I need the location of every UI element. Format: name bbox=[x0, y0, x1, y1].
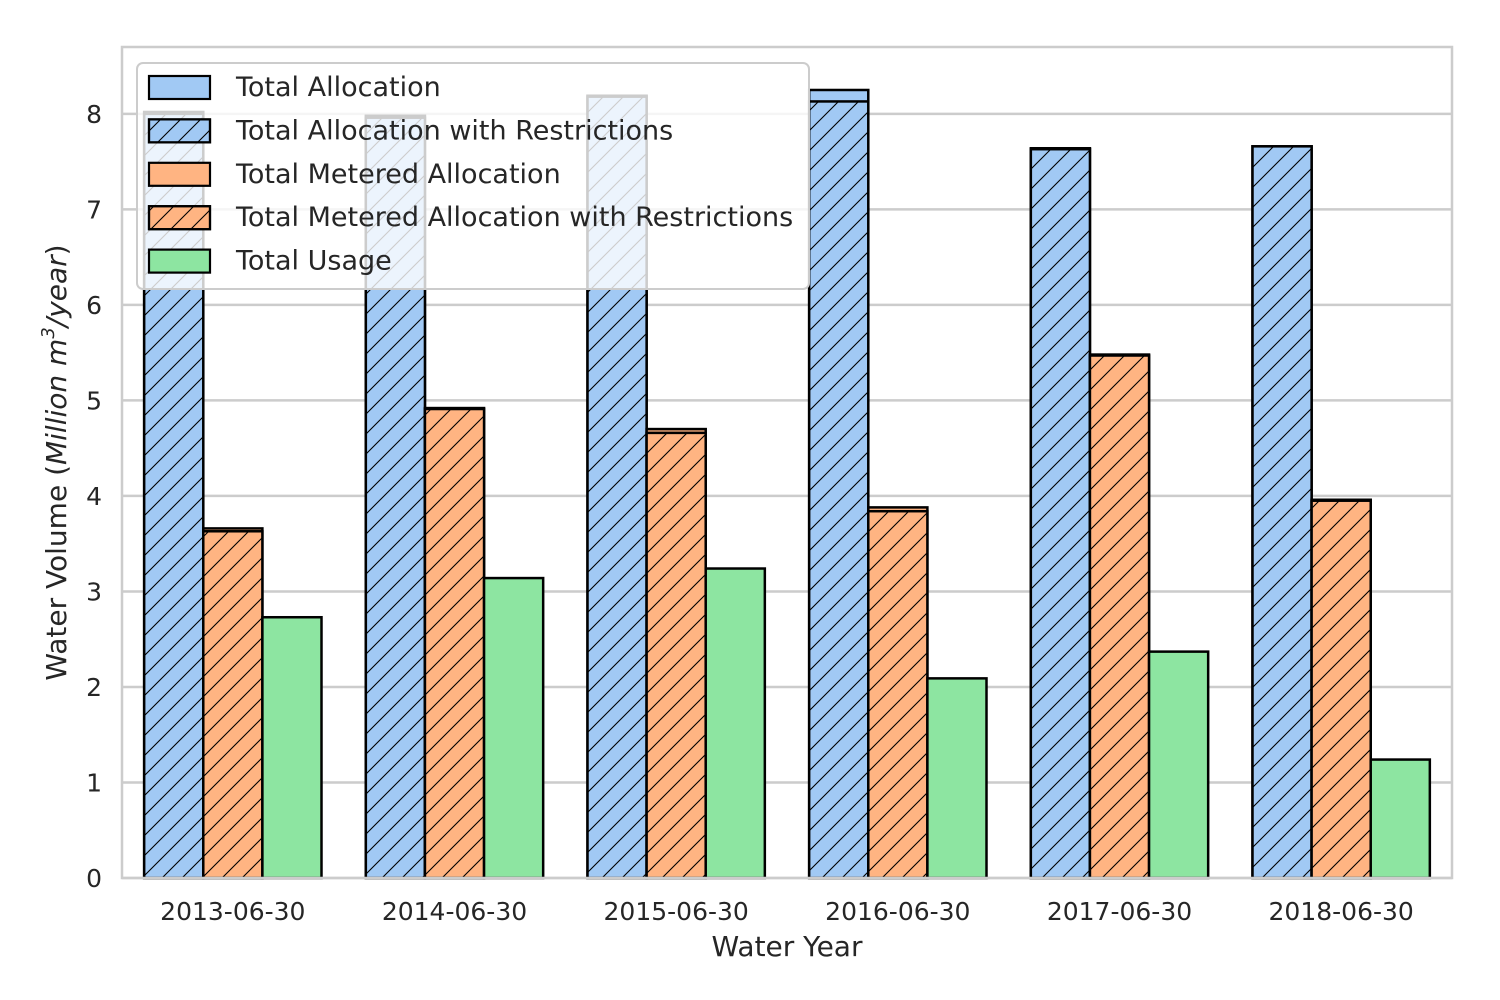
y-tick-label: 4 bbox=[86, 482, 102, 511]
x-tick-label: 2013-06-30 bbox=[160, 897, 305, 926]
legend-label: Total Allocation with Restrictions bbox=[235, 115, 673, 146]
y-tick-label: 0 bbox=[86, 864, 102, 893]
legend-swatch-hatch bbox=[147, 118, 212, 144]
y-tick-label: 7 bbox=[86, 195, 102, 224]
legend-frame bbox=[136, 62, 810, 290]
x-tick-label: 2018-06-30 bbox=[1269, 897, 1414, 926]
y-tick-label: 8 bbox=[86, 100, 102, 129]
x-tick-label: 2016-06-30 bbox=[825, 897, 970, 926]
bar-total-usage bbox=[926, 677, 988, 880]
y-tick-label: 6 bbox=[86, 291, 102, 320]
bar-total-usage bbox=[261, 615, 323, 880]
x-tick-label: 2014-06-30 bbox=[382, 897, 527, 926]
bar-hatch-overlay bbox=[867, 509, 929, 880]
y-tick-label: 3 bbox=[86, 577, 102, 606]
y-axis-title: Water Volume (Million m3/year) bbox=[38, 244, 73, 680]
y-tick-labels: 0 1 2 3 4 5 6 7 8 bbox=[86, 100, 102, 893]
x-tick-labels: 2013-06-30 2014-06-30 2015-06-30 2016-06-30… bbox=[160, 897, 1414, 926]
bar-total-usage bbox=[482, 576, 545, 880]
legend-label: Total Allocation bbox=[235, 72, 441, 103]
y-tick-label: 2 bbox=[86, 673, 102, 702]
bar-hatch-overlay bbox=[1088, 354, 1151, 880]
y-axis-title-superscript: 3 bbox=[38, 327, 59, 338]
y-axis-title-part-3: /year bbox=[40, 254, 73, 330]
bar-hatch-overlay bbox=[1029, 147, 1092, 880]
y-axis-title-part-2: Million m bbox=[40, 339, 73, 465]
x-axis-title: Water Year bbox=[712, 930, 863, 963]
bar-total-usage bbox=[704, 567, 767, 880]
legend: Total Allocation Total Allocation with Re… bbox=[136, 62, 810, 290]
x-tick-label: 2017-06-30 bbox=[1047, 897, 1192, 926]
y-tick-label: 5 bbox=[86, 386, 102, 415]
bar-hatch-overlay bbox=[202, 530, 264, 880]
legend-label: Total Metered Allocation bbox=[235, 159, 561, 190]
bar-hatch-overlay bbox=[807, 100, 870, 880]
legend-swatch bbox=[147, 248, 212, 274]
bar-total-usage bbox=[1369, 758, 1432, 880]
bar-total-usage bbox=[1147, 650, 1210, 880]
legend-swatch-hatch bbox=[147, 205, 212, 231]
x-tick-label: 2015-06-30 bbox=[604, 897, 749, 926]
legend-label: Total Usage bbox=[235, 246, 392, 277]
bar-hatch-overlay bbox=[423, 407, 486, 880]
y-tick-label: 1 bbox=[86, 768, 102, 797]
bar-hatch-overlay bbox=[645, 431, 707, 880]
legend-swatch bbox=[147, 161, 212, 187]
plot-frame bbox=[120, 45, 1454, 880]
bar-hatch-overlay bbox=[1251, 145, 1313, 880]
legend-label: Total Metered Allocation with Restrictio… bbox=[235, 202, 793, 233]
bar-hatch-overlay bbox=[1310, 499, 1372, 880]
y-axis-title-part-4: ) bbox=[40, 244, 73, 255]
legend-swatch bbox=[147, 74, 212, 101]
y-axis-title-part-1: Water Volume ( bbox=[40, 465, 73, 681]
